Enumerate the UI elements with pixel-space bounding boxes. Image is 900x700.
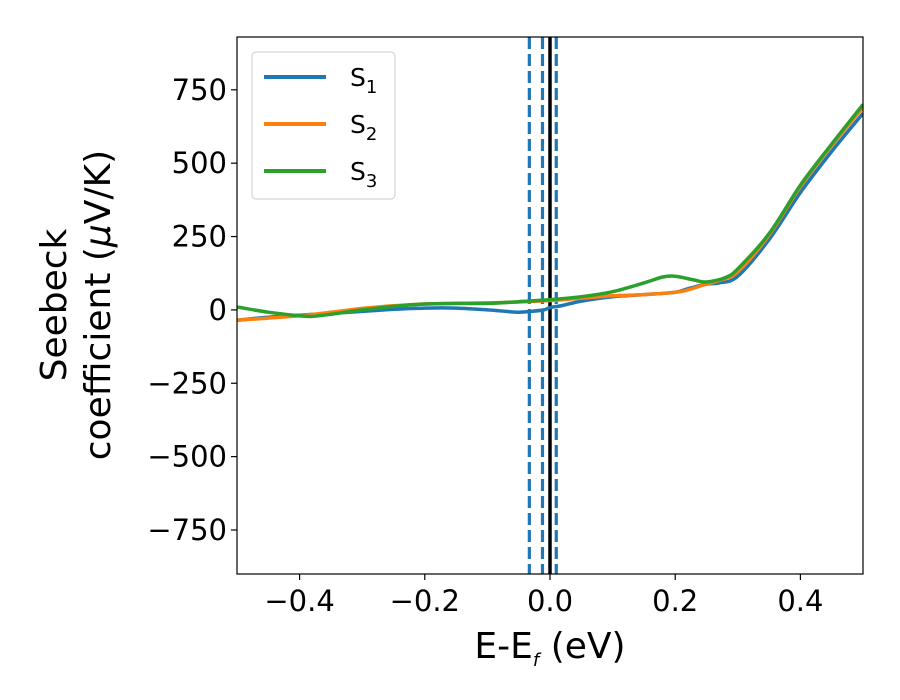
y-axis: 750 500 250 0 −250 −500 −750: [147, 73, 237, 547]
y-tick-label: −500: [147, 440, 227, 474]
y-axis-label-line2: coefficient (μV/K): [78, 150, 119, 460]
series-lines: [237, 103, 863, 322]
x-axis: −0.4 −0.2 0.0 0.2 0.4: [264, 574, 823, 618]
y-axis-label: Seebeck coefficient (μV/K): [34, 150, 119, 460]
x-tick-label: −0.4: [264, 584, 334, 618]
reference-lines: [527, 37, 558, 574]
y-axis-label-line1: Seebeck: [34, 228, 75, 381]
series-line-s3: [237, 103, 863, 319]
x-tick-label: 0.2: [652, 584, 698, 618]
y-tick-label: 250: [172, 220, 227, 254]
x-tick-label: 0.4: [777, 584, 823, 618]
x-axis-label: E-Ef (eV): [474, 626, 625, 671]
y-tick-label: −250: [147, 366, 227, 400]
legend-label-s1: S1: [350, 63, 377, 98]
legend: S1 S2 S3: [251, 51, 396, 200]
y-tick-label: 750: [172, 73, 227, 107]
legend-label-s2: S2: [350, 110, 377, 145]
series-line-s1: [237, 112, 863, 322]
x-tick-label: −0.2: [390, 584, 460, 618]
y-tick-label: 0: [209, 293, 227, 327]
y-tick-label: −750: [147, 513, 227, 547]
x-tick-label: 0.0: [527, 584, 573, 618]
y-tick-label: 500: [172, 146, 227, 180]
legend-label-s3: S3: [350, 157, 377, 192]
